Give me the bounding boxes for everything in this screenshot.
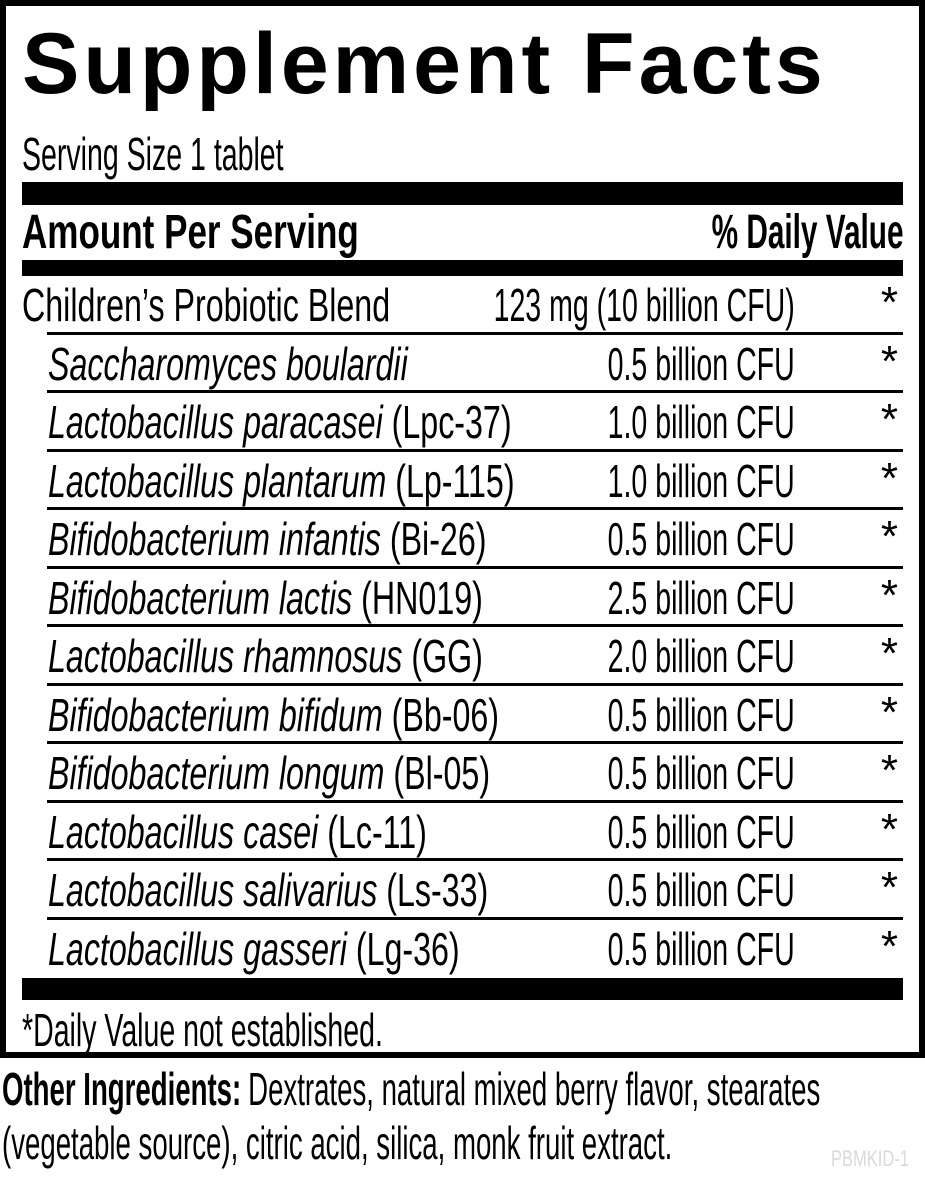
ingredient-amount: 0.5 billion CFU bbox=[607, 337, 795, 390]
daily-value-cell: * bbox=[880, 863, 898, 912]
thick-divider-bar-bottom bbox=[22, 978, 903, 1000]
ingredient-name: Lactobacillus plantarum (Lp-115) bbox=[48, 454, 515, 507]
ingredient-amount: 0.5 billion CFU bbox=[607, 805, 795, 858]
ingredient-amount: 2.5 billion CFU bbox=[607, 571, 795, 624]
table-row: Bifidobacterium infantis (Bi-26) 0.5 bil… bbox=[22, 510, 903, 569]
daily-value-cell: * bbox=[880, 512, 898, 561]
ingredient-amount: 0.5 billion CFU bbox=[607, 864, 795, 917]
daily-value-cell: * bbox=[880, 804, 898, 854]
supplement-facts-panel: Supplement Facts Serving Size 1 tablet A… bbox=[0, 0, 925, 1058]
ingredient-amount: 2.0 billion CFU bbox=[607, 630, 795, 683]
ingredient-name: Saccharomyces boulardii bbox=[48, 337, 408, 390]
daily-value-cell: * bbox=[880, 629, 898, 678]
other-ingredients-line-2: (vegetable source), citric acid, silica,… bbox=[2, 1117, 673, 1169]
ingredient-name: Children’s Probiotic Blend bbox=[22, 279, 391, 332]
ingredient-amount: 0.5 billion CFU bbox=[607, 747, 795, 800]
ingredient-name: Lactobacillus paracasei (Lpc-37) bbox=[48, 396, 512, 449]
table-row: Bifidobacterium lactis (HN019) 2.5 billi… bbox=[22, 569, 903, 628]
ingredient-name: Bifidobacterium longum (Bl-05) bbox=[48, 747, 491, 800]
daily-value-cell: * bbox=[880, 746, 898, 795]
ingredient-amount: 1.0 billion CFU bbox=[607, 396, 795, 449]
ingredient-amount: 123 mg (10 billion CFU) bbox=[493, 279, 795, 332]
ingredient-name: Bifidobacterium bifidum (Bb-06) bbox=[48, 688, 499, 741]
daily-value-cell: * bbox=[880, 453, 898, 503]
product-code-watermark: PBMKID-1 bbox=[831, 1146, 909, 1171]
daily-value-cell: * bbox=[880, 921, 898, 971]
other-ingredients-line-1: Other Ingredients: Dextrates, natural mix… bbox=[2, 1062, 922, 1116]
table-header-row: Amount Per Serving % Daily Value bbox=[22, 205, 903, 260]
ingredient-amount: 0.5 billion CFU bbox=[607, 513, 795, 566]
table-row: Saccharomyces boulardii 0.5 billion CFU … bbox=[22, 335, 903, 394]
table-row: Lactobacillus salivarius (Ls-33) 0.5 bil… bbox=[22, 861, 903, 920]
daily-value-cell: * bbox=[880, 570, 898, 620]
ingredient-name: Bifidobacterium lactis (HN019) bbox=[48, 571, 483, 624]
other-ingredients: Other Ingredients: Dextrates, natural mix… bbox=[2, 1062, 922, 1170]
ingredient-name: Lactobacillus casei (Lc-11) bbox=[48, 805, 427, 858]
other-ingredients-text: Dextrates, natural mixed berry flavor, s… bbox=[248, 1063, 821, 1115]
daily-value-cell: * bbox=[880, 687, 898, 737]
facts-table-body: Children’s Probiotic Blend 123 mg (10 bi… bbox=[22, 276, 903, 978]
table-row: Lactobacillus casei (Lc-11) 0.5 billion … bbox=[22, 803, 903, 862]
ingredient-amount: 1.0 billion CFU bbox=[607, 454, 795, 507]
thick-divider-bar-top bbox=[22, 182, 903, 205]
ingredient-name: Bifidobacterium infantis (Bi-26) bbox=[48, 513, 487, 566]
percent-daily-value-header: % Daily Value bbox=[711, 206, 903, 259]
ingredient-amount: 0.5 billion CFU bbox=[607, 688, 795, 741]
daily-value-cell: * bbox=[880, 336, 898, 386]
amount-per-serving-header: Amount Per Serving bbox=[22, 206, 359, 259]
serving-size: Serving Size 1 tablet bbox=[22, 128, 284, 180]
daily-value-footnote: *Daily Value not established. bbox=[22, 1004, 383, 1056]
ingredient-amount: 0.5 billion CFU bbox=[607, 922, 795, 975]
table-row: Children’s Probiotic Blend 123 mg (10 bi… bbox=[22, 276, 903, 335]
table-row: Lactobacillus plantarum (Lp-115) 1.0 bil… bbox=[22, 452, 903, 511]
daily-value-cell: * bbox=[880, 278, 898, 327]
panel-title: Supplement Facts bbox=[22, 16, 827, 112]
ingredient-name: Lactobacillus salivarius (Ls-33) bbox=[48, 864, 489, 917]
ingredient-name: Lactobacillus rhamnosus (GG) bbox=[48, 630, 483, 683]
table-row: Lactobacillus rhamnosus (GG) 2.0 billion… bbox=[22, 627, 903, 686]
table-row: Bifidobacterium longum (Bl-05) 0.5 billi… bbox=[22, 744, 903, 803]
other-ingredients-label: Other Ingredients: bbox=[2, 1063, 242, 1115]
table-row: Lactobacillus paracasei (Lpc-37) 1.0 bil… bbox=[22, 393, 903, 452]
ingredient-name: Lactobacillus gasseri (Lg-36) bbox=[48, 922, 460, 975]
table-row: Lactobacillus gasseri (Lg-36) 0.5 billio… bbox=[22, 920, 903, 979]
thick-divider-bar-header bbox=[22, 260, 903, 276]
table-row: Bifidobacterium bifidum (Bb-06) 0.5 bill… bbox=[22, 686, 903, 745]
daily-value-cell: * bbox=[880, 395, 898, 444]
